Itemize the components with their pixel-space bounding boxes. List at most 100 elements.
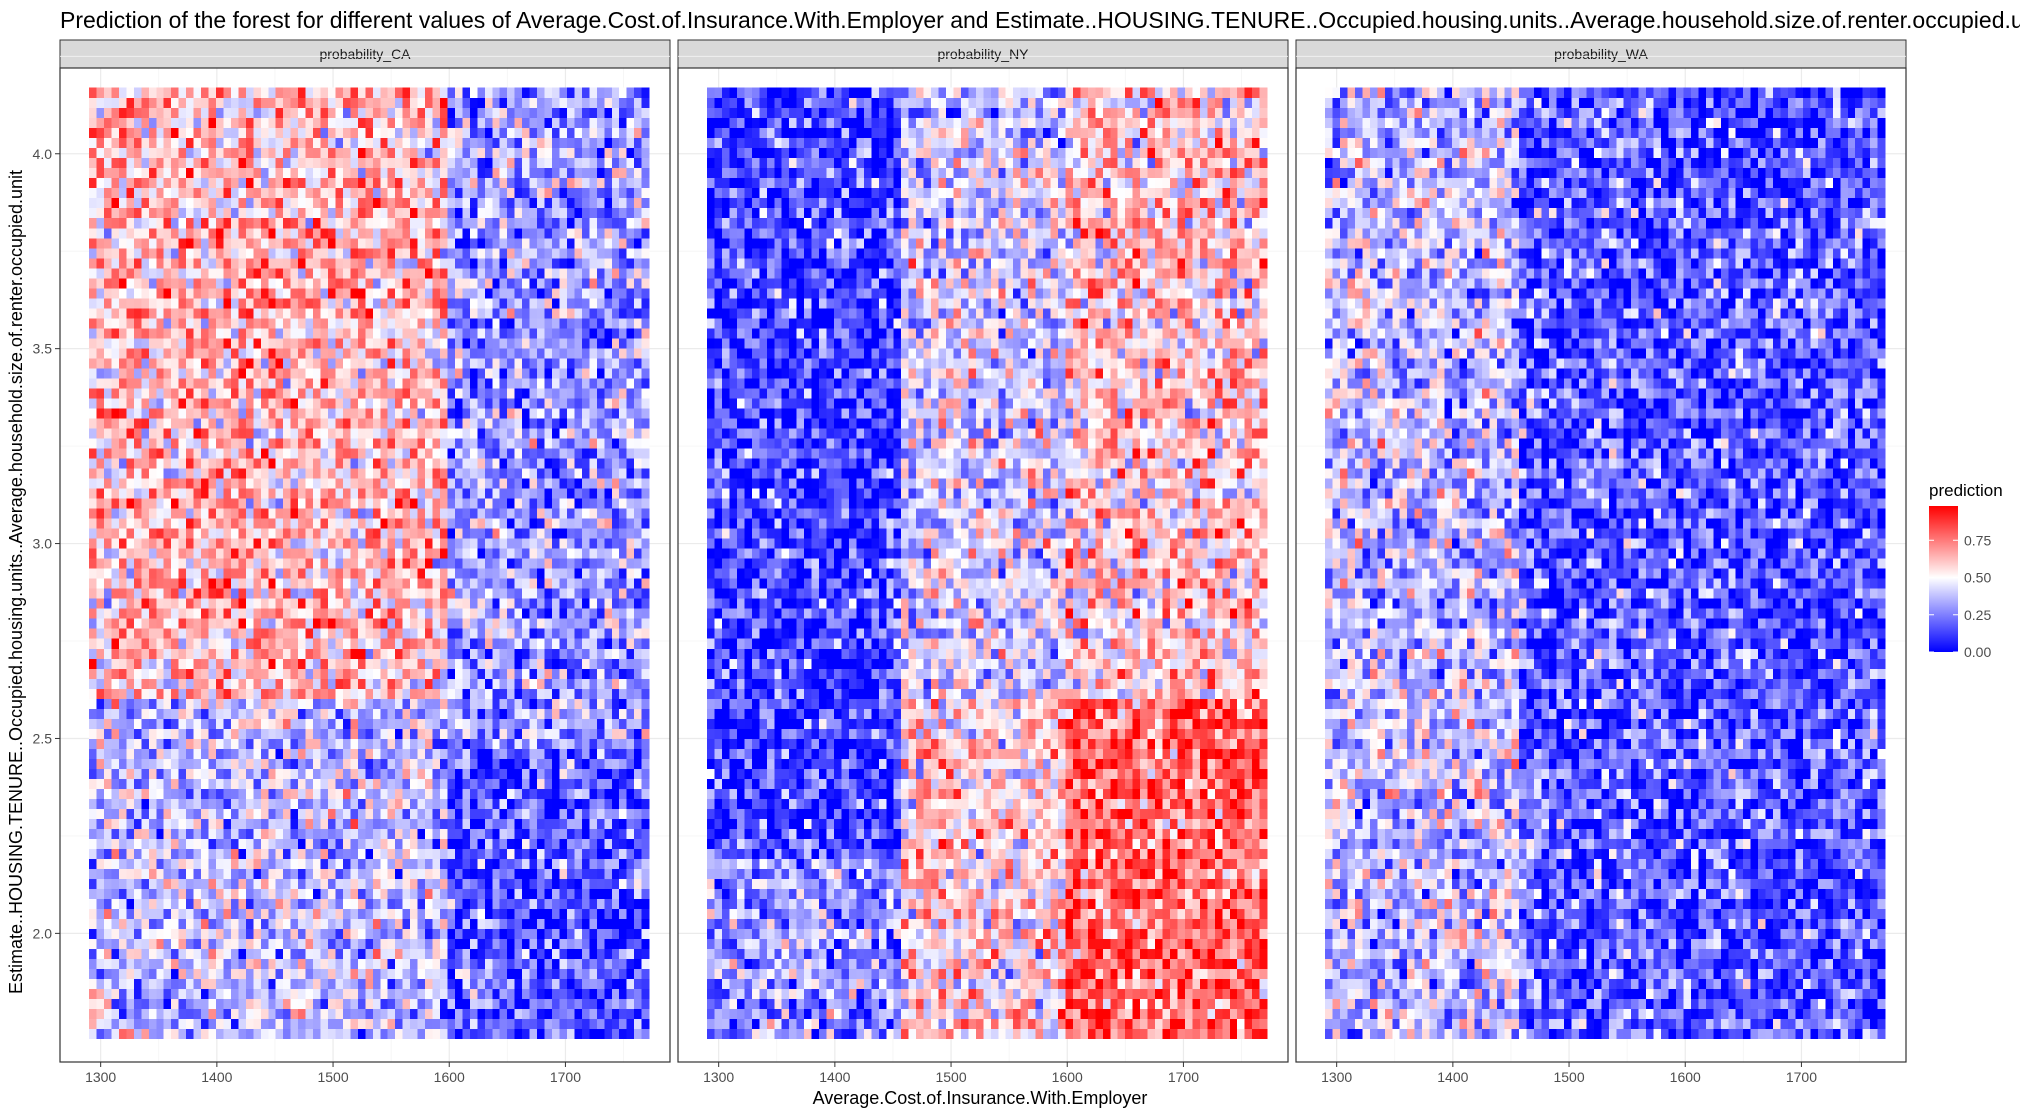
heatmap-tile: [268, 338, 276, 349]
heatmap-tile: [470, 918, 478, 929]
heatmap-tile: [365, 588, 373, 599]
heatmap-tile: [261, 87, 269, 98]
heatmap-tile: [462, 458, 470, 469]
heatmap-tile: [149, 688, 157, 699]
heatmap-tile: [223, 718, 231, 729]
heatmap-tile: [283, 828, 291, 839]
heatmap-tile: [433, 208, 441, 219]
heatmap-tile: [201, 698, 209, 709]
heatmap-tile: [223, 268, 231, 279]
heatmap-tile: [164, 718, 172, 729]
heatmap-tile: [268, 228, 276, 239]
heatmap-tile: [141, 178, 149, 189]
heatmap-tile: [149, 838, 157, 849]
heatmap-tile: [104, 928, 112, 939]
heatmap-tile: [261, 548, 269, 559]
heatmap-tile: [141, 648, 149, 659]
heatmap-tile: [440, 748, 448, 759]
heatmap-tile: [149, 518, 157, 529]
heatmap-tile: [455, 928, 463, 939]
heatmap-tile: [201, 298, 209, 309]
heatmap-tile: [89, 678, 97, 689]
heatmap-tile: [216, 148, 224, 159]
heatmap-tile: [97, 688, 105, 699]
heatmap-tile: [335, 808, 343, 819]
heatmap-tile: [134, 308, 142, 319]
heatmap-tile: [201, 438, 209, 449]
heatmap-tile: [455, 198, 463, 209]
heatmap-tile: [388, 858, 396, 869]
heatmap-tile: [164, 478, 172, 489]
heatmap-tile: [246, 979, 254, 990]
heatmap-tile: [276, 98, 284, 109]
heatmap-tile: [365, 318, 373, 329]
heatmap-tile: [246, 698, 254, 709]
heatmap-tile: [313, 938, 321, 949]
heatmap-tile: [238, 468, 246, 479]
heatmap-tile: [149, 638, 157, 649]
heatmap-tile: [253, 268, 261, 279]
heatmap-tile: [111, 1009, 119, 1020]
heatmap-tile: [373, 708, 381, 719]
heatmap-tile: [440, 999, 448, 1010]
heatmap-tile: [373, 548, 381, 559]
heatmap-tile: [365, 568, 373, 579]
heatmap-tile: [462, 908, 470, 919]
heatmap-tile: [328, 868, 336, 879]
heatmap-tile: [216, 87, 224, 98]
heatmap-tile: [395, 888, 403, 899]
heatmap-tile: [149, 1029, 157, 1040]
heatmap-tile: [418, 898, 426, 909]
heatmap-tile: [97, 618, 105, 629]
heatmap-tile: [134, 938, 142, 949]
heatmap-tile: [433, 508, 441, 519]
heatmap-tile: [231, 658, 239, 669]
heatmap-tile: [261, 698, 269, 709]
heatmap-tile: [358, 588, 366, 599]
heatmap-tile: [418, 608, 426, 619]
heatmap-tile: [276, 758, 284, 769]
heatmap-tile: [335, 738, 343, 749]
heatmap-tile: [179, 938, 187, 949]
heatmap-tile: [298, 308, 306, 319]
heatmap-tile: [111, 338, 119, 349]
heatmap-tile: [462, 238, 470, 249]
heatmap-tile: [253, 868, 261, 879]
heatmap-tile: [97, 1009, 105, 1020]
heatmap-tile: [126, 658, 134, 669]
heatmap-tile: [253, 778, 261, 789]
heatmap-tile: [119, 748, 127, 759]
heatmap-tile: [186, 688, 194, 699]
heatmap-tile: [455, 878, 463, 889]
heatmap-tile: [171, 538, 179, 549]
heatmap-tile: [433, 318, 441, 329]
heatmap-tile: [111, 138, 119, 149]
heatmap-tile: [126, 378, 134, 389]
heatmap-tile: [410, 678, 418, 689]
heatmap-tile: [89, 398, 97, 409]
heatmap-tile: [410, 338, 418, 349]
heatmap-tile: [365, 778, 373, 789]
heatmap-tile: [201, 768, 209, 779]
heatmap-tile: [246, 768, 254, 779]
heatmap-tile: [343, 438, 351, 449]
heatmap-tile: [111, 158, 119, 169]
heatmap-tile: [231, 348, 239, 359]
heatmap-tile: [335, 468, 343, 479]
heatmap-tile: [462, 128, 470, 139]
heatmap-tile: [126, 818, 134, 829]
heatmap-tile: [313, 198, 321, 209]
heatmap-tile: [358, 358, 366, 369]
heatmap-tile: [201, 878, 209, 889]
heatmap-tile: [216, 138, 224, 149]
heatmap-tile: [268, 408, 276, 419]
heatmap-tile: [276, 578, 284, 589]
heatmap-tile: [268, 878, 276, 889]
heatmap-tile: [231, 888, 239, 899]
heatmap-tile: [328, 518, 336, 529]
heatmap-tile: [328, 698, 336, 709]
heatmap-tile: [425, 608, 433, 619]
heatmap-tile: [164, 938, 172, 949]
heatmap-tile: [238, 368, 246, 379]
heatmap-tile: [350, 648, 358, 659]
